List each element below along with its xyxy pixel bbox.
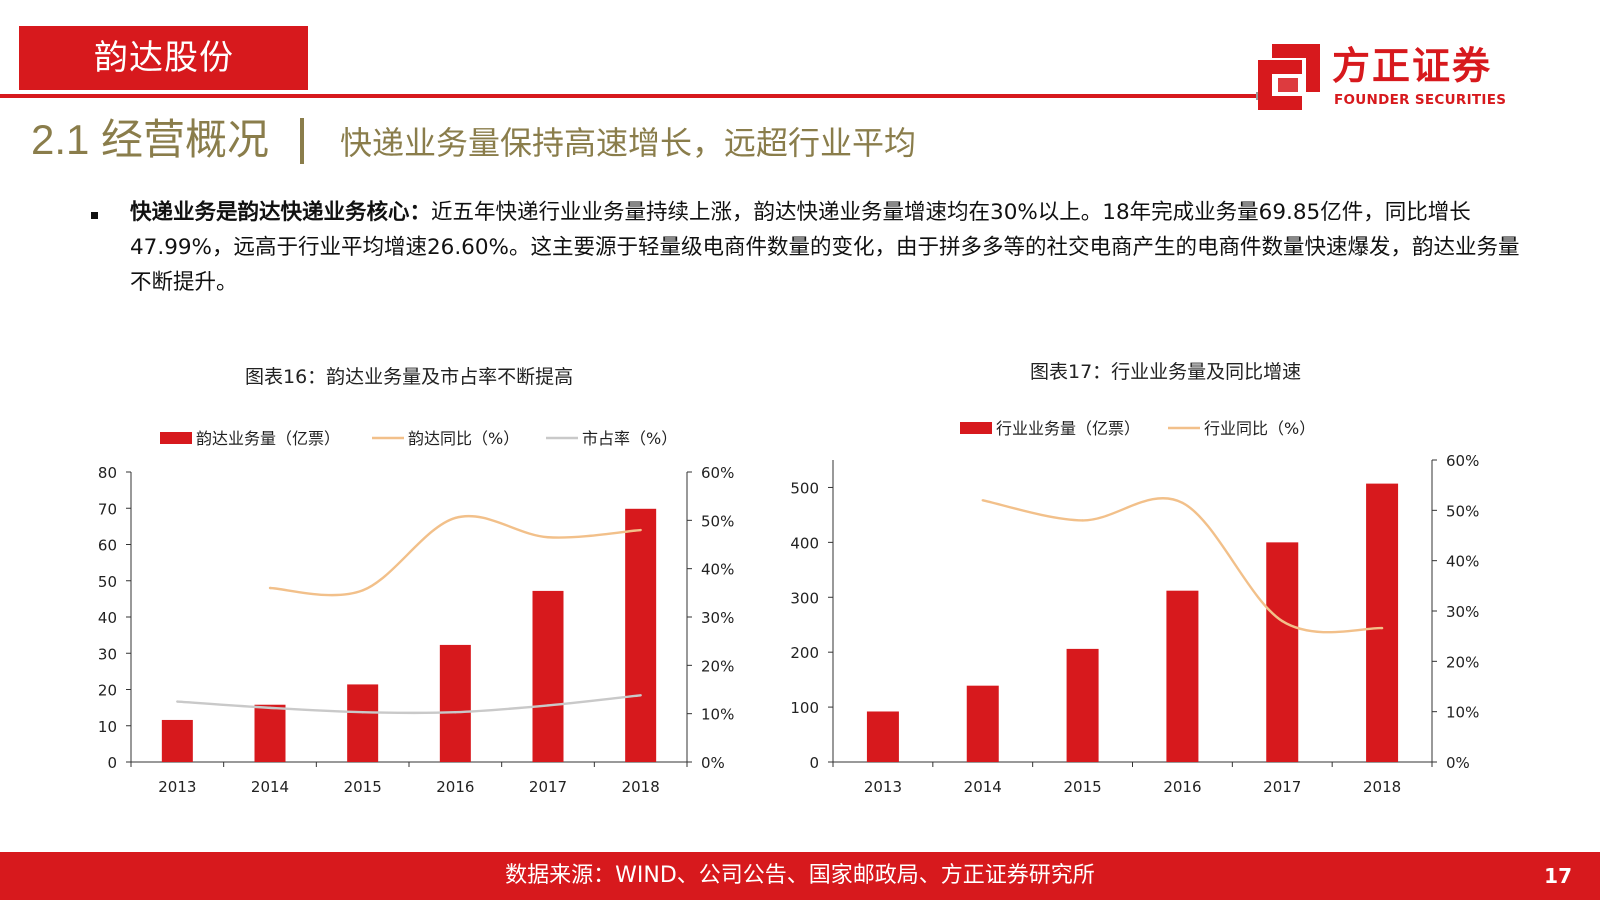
y2-tick-label: 20% <box>701 657 734 675</box>
y2-tick-label: 60% <box>1446 452 1479 470</box>
line-point-2014 <box>268 586 272 590</box>
legend-swatch-bar <box>160 432 192 444</box>
section-separator <box>300 118 304 164</box>
x-tick-label: 2013 <box>158 778 196 796</box>
logo-name-cn: 方正证券 <box>1332 44 1493 88</box>
y2-tick-label: 50% <box>1446 502 1479 520</box>
line-point-2015 <box>361 711 364 714</box>
y-tick-label: 40 <box>98 609 117 627</box>
section-subtitle: 快递业务量保持高速增长，远超行业平均 <box>340 124 917 162</box>
founder-logo-icon <box>1258 44 1320 110</box>
y2-tick-label: 40% <box>1446 553 1479 571</box>
chart17: 0 100 200 300 400 500 0% 10% 20% 30% 40% 50% 60% 2013… <box>790 419 1479 796</box>
line-point-2015 <box>1081 519 1084 522</box>
y2-tick-label: 50% <box>701 512 734 530</box>
bar-2016 <box>439 644 471 762</box>
body-text: 近五年快递行业业务量持续上涨，韵达快递业务量增速均在30%以上。18年完成业务量… <box>130 200 1520 295</box>
y2-tick-label: 10% <box>701 706 734 724</box>
x-tick-label: 2017 <box>1263 778 1301 796</box>
line-point-2013 <box>176 700 179 703</box>
line-point-2017 <box>1281 619 1284 623</box>
x-tick-label: 2015 <box>344 778 382 796</box>
x-tick-label: 2016 <box>1163 778 1201 796</box>
bar-2014 <box>966 685 999 762</box>
legend-swatch-bar <box>960 422 992 434</box>
x-tick-label: 2015 <box>1063 778 1101 796</box>
body-paragraph: 快递业务是韵达快递业务核心：近五年快递行业业务量持续上涨，韵达快递业务量增速均在… <box>130 195 1525 300</box>
x-tick-label: 2018 <box>1363 778 1401 796</box>
data-source: 数据来源：WIND、公司公告、国家邮政局、方正证券研究所 <box>505 863 1095 888</box>
x-tick-label: 2013 <box>864 778 902 796</box>
line-series-1 <box>269 515 641 597</box>
y-tick-label: 0 <box>809 754 819 772</box>
y2-tick-label: 0% <box>1446 754 1470 772</box>
line-point-2017 <box>546 536 550 539</box>
header-rule <box>0 94 1262 98</box>
section-title: 2.1 经营概况 <box>31 116 270 163</box>
y-tick-label: 70 <box>98 500 117 518</box>
bar-2016 <box>1166 590 1199 762</box>
y-tick-label: 400 <box>790 534 819 552</box>
y-tick-label: 10 <box>98 718 117 736</box>
y-tick-label: 80 <box>98 464 117 482</box>
bar-2018 <box>1366 483 1399 762</box>
y-tick-label: 500 <box>790 479 819 497</box>
line-point-2018 <box>639 528 642 532</box>
founder-logo: 方正证券 FOUNDER SECURITIES <box>1258 42 1528 114</box>
y-tick-label: 30 <box>98 645 117 663</box>
bar-2018 <box>625 508 657 762</box>
bar-2015 <box>347 684 379 762</box>
legend-label: 行业同比（%） <box>1204 419 1315 438</box>
y-tick-label: 20 <box>98 682 117 700</box>
line-series-2 <box>177 694 641 715</box>
line-point-2016 <box>454 711 457 714</box>
bullet-marker <box>91 212 98 219</box>
x-tick-label: 2014 <box>964 778 1002 796</box>
legend-label: 韵达业务量（亿票） <box>196 429 340 448</box>
chart16: 0 10 20 30 40 50 60 70 80 0% 10% 20% 30% 40% 50% 60% 201… <box>98 429 734 796</box>
y2-tick-label: 30% <box>701 609 734 627</box>
logo-name-en: FOUNDER SECURITIES <box>1334 92 1507 108</box>
line-point-2014 <box>981 499 984 502</box>
line-point-2018 <box>1380 626 1384 630</box>
x-tick-label: 2017 <box>529 778 567 796</box>
y-tick-label: 50 <box>98 573 117 591</box>
footer-bar: 数据来源：WIND、公司公告、国家邮政局、方正证券研究所 17 <box>0 852 1600 900</box>
line-point-2014 <box>268 706 272 710</box>
body-lead: 快递业务是韵达快递业务核心： <box>130 200 432 225</box>
legend-label: 市占率（%） <box>582 429 677 448</box>
page-number: 17 <box>1544 864 1572 888</box>
line-point-2016 <box>1181 501 1184 504</box>
y2-tick-label: 30% <box>1446 603 1479 621</box>
bar-2015 <box>1066 648 1099 762</box>
y-tick-label: 0 <box>107 754 117 772</box>
line-point-2015 <box>361 589 364 592</box>
legend-label: 韵达同比（%） <box>408 429 519 448</box>
chart16-title: 图表16：韵达业务量及市占率不断提高 <box>245 366 574 388</box>
y2-tick-label: 20% <box>1446 653 1479 671</box>
line-point-2018 <box>639 694 642 697</box>
y-tick-label: 60 <box>98 537 117 555</box>
y-tick-label: 100 <box>790 699 819 717</box>
y2-tick-label: 40% <box>701 561 734 579</box>
bar-2017 <box>532 590 564 762</box>
bar-2017 <box>1266 542 1299 762</box>
x-tick-label: 2018 <box>622 778 660 796</box>
legend-label: 行业业务量（亿票） <box>996 419 1140 438</box>
bar-2013 <box>161 719 193 762</box>
y2-tick-label: 10% <box>1446 704 1479 722</box>
company-tag: 韵达股份 <box>19 26 308 90</box>
y2-tick-label: 60% <box>701 464 734 482</box>
bar-2013 <box>866 711 899 762</box>
x-tick-label: 2014 <box>251 778 289 796</box>
line-point-2016 <box>454 516 457 520</box>
y-tick-label: 300 <box>790 589 819 607</box>
line-point-2017 <box>546 704 550 707</box>
chart17-title: 图表17：行业业务量及同比增速 <box>1030 361 1302 383</box>
x-tick-label: 2016 <box>436 778 474 796</box>
y-tick-label: 200 <box>790 644 819 662</box>
bar-2014 <box>254 704 286 762</box>
y2-tick-label: 0% <box>701 754 725 772</box>
